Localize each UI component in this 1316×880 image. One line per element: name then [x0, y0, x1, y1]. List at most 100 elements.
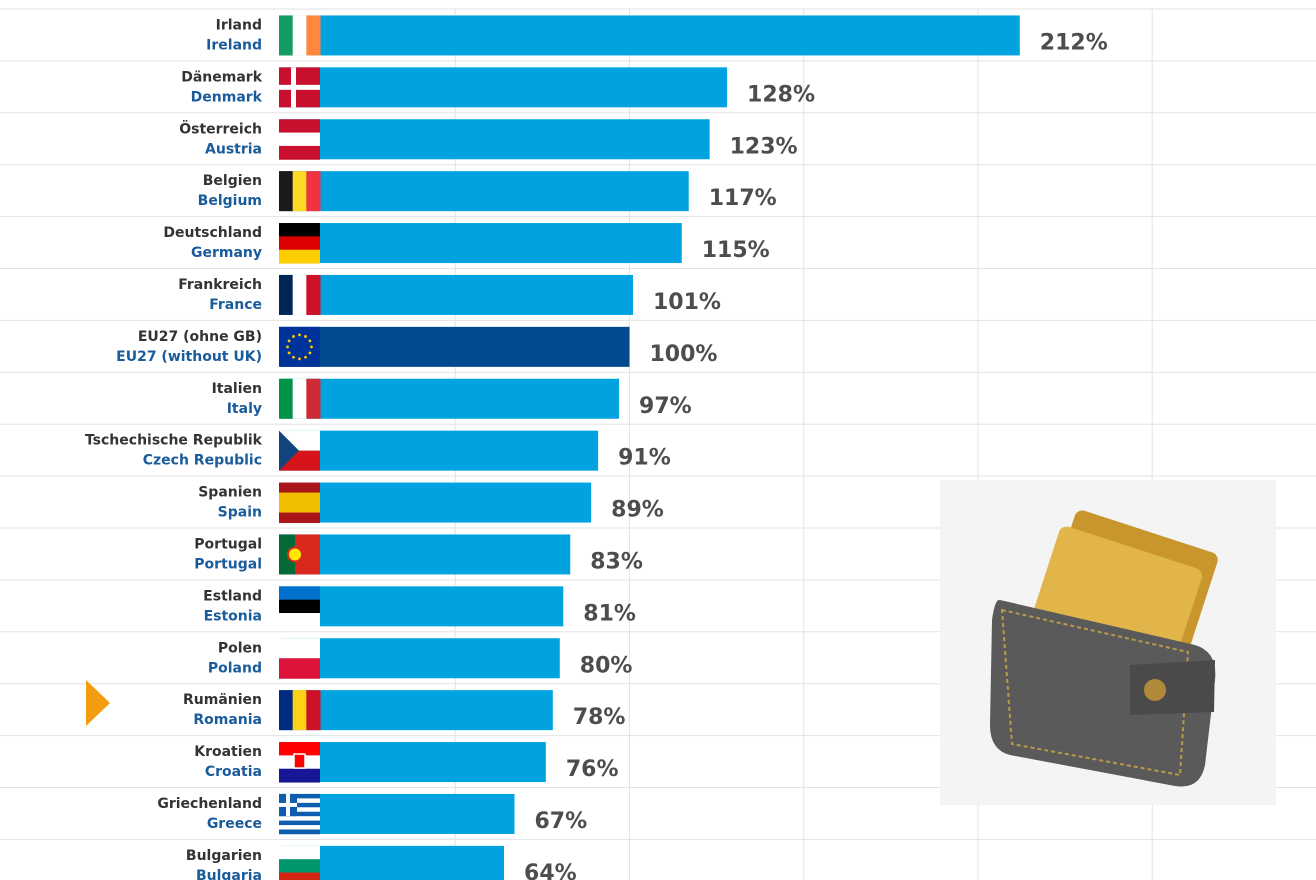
- flag-stripe: [279, 274, 294, 315]
- category-label: Polen: [218, 640, 262, 656]
- flag-stripe: [279, 378, 294, 419]
- flag-star: [308, 339, 312, 343]
- wallet-stitch: [1000, 608, 1190, 777]
- flag-star: [287, 351, 291, 355]
- flag: [279, 793, 320, 835]
- value-label: 64%: [524, 861, 577, 880]
- flag-stripe: [306, 274, 321, 315]
- value-label: 76%: [566, 757, 619, 782]
- value-label: 100%: [649, 342, 717, 367]
- flag: [279, 119, 320, 160]
- category-label-en: Greece: [207, 816, 262, 832]
- category-label-en: Poland: [208, 660, 262, 676]
- flag-stripe: [292, 690, 307, 731]
- flag: [279, 326, 320, 367]
- flag-cross: [279, 802, 297, 807]
- flag-stripe: [279, 768, 320, 783]
- flag-stripe: [279, 132, 320, 147]
- value-label: 97%: [639, 394, 692, 419]
- flag-stripe: [279, 512, 320, 524]
- flag: [279, 274, 321, 315]
- category-label: Dänemark: [181, 69, 262, 85]
- category-label-en: EU27 (without UK): [116, 349, 262, 365]
- flag-stripe: [292, 171, 307, 212]
- flag-stripe: [306, 171, 321, 212]
- bar: [281, 119, 710, 160]
- category-label: Rumänien: [183, 692, 262, 708]
- bar: [281, 482, 592, 523]
- flag-cross: [279, 84, 320, 90]
- category-label-en: Austria: [205, 141, 262, 157]
- value-label: 101%: [653, 290, 721, 315]
- flag-stripe: [279, 793, 320, 799]
- flag-stripe: [279, 119, 320, 134]
- flag-stripe: [279, 859, 320, 874]
- flag: [279, 171, 321, 212]
- flag: [279, 15, 321, 56]
- category-label: Griechenland: [157, 796, 262, 812]
- flag: [279, 742, 320, 783]
- category-label-en: Germany: [191, 245, 262, 261]
- bar: [281, 274, 633, 315]
- flag-stripe: [279, 825, 320, 830]
- category-label: Kroatien: [194, 744, 262, 760]
- bar: [281, 638, 560, 679]
- category-label-en: Italy: [227, 401, 262, 417]
- category-label-en: Spain: [218, 505, 262, 521]
- flag-emblem: [287, 546, 303, 563]
- flag-star: [292, 355, 295, 359]
- category-label-en: Denmark: [191, 89, 263, 105]
- flag: [279, 223, 320, 264]
- category-label-en: Estonia: [204, 608, 262, 624]
- flag-stripe: [279, 811, 320, 817]
- flag-stripe: [279, 223, 320, 237]
- flag-stripe: [279, 613, 320, 627]
- value-label: 89%: [611, 498, 664, 523]
- flag-stripe: [279, 820, 320, 826]
- value-label: 212%: [1040, 30, 1108, 55]
- flag-stripe: [279, 798, 320, 804]
- flag-star: [310, 345, 313, 349]
- flag-stripe: [306, 378, 321, 419]
- flag: [279, 67, 320, 108]
- flag: [279, 690, 321, 731]
- flag-stripe: [279, 249, 320, 264]
- flag-stripe: [306, 690, 321, 731]
- category-label-en: Romania: [193, 712, 262, 728]
- flag-stripe: [292, 274, 307, 315]
- wallet-body: [990, 599, 1216, 787]
- flag-stripe: [279, 171, 294, 212]
- category-label: Frankreich: [178, 277, 262, 293]
- bar: [281, 223, 682, 264]
- category-label: Deutschland: [163, 225, 262, 241]
- category-label: Portugal: [194, 536, 262, 552]
- bar: [281, 534, 571, 575]
- flag-stripe: [279, 236, 320, 251]
- flag-stripe: [292, 378, 307, 419]
- flag: [279, 586, 320, 627]
- flag: [279, 378, 321, 419]
- category-label-en: Czech Republic: [143, 453, 262, 469]
- category-label: Spanien: [198, 485, 262, 501]
- flag-stripe: [279, 638, 320, 659]
- flag-stripe: [279, 15, 294, 56]
- highlight-arrow: [86, 680, 110, 726]
- value-label: 83%: [590, 549, 643, 574]
- flag-stripe: [279, 845, 320, 860]
- wallet-image: [940, 480, 1276, 805]
- flag: [279, 534, 320, 575]
- category-label: Estland: [203, 588, 262, 604]
- bar: [281, 690, 553, 731]
- flag-stripe: [279, 492, 320, 504]
- bar: [281, 586, 564, 627]
- flag-stripe: [279, 742, 320, 756]
- flag-stripe: [279, 658, 320, 679]
- category-label: EU27 (ohne GB): [138, 329, 262, 345]
- value-label: 91%: [618, 446, 671, 471]
- bar: [281, 742, 546, 783]
- flag-stripe: [279, 802, 320, 808]
- bar: [281, 15, 1020, 56]
- category-label-en: France: [209, 297, 262, 313]
